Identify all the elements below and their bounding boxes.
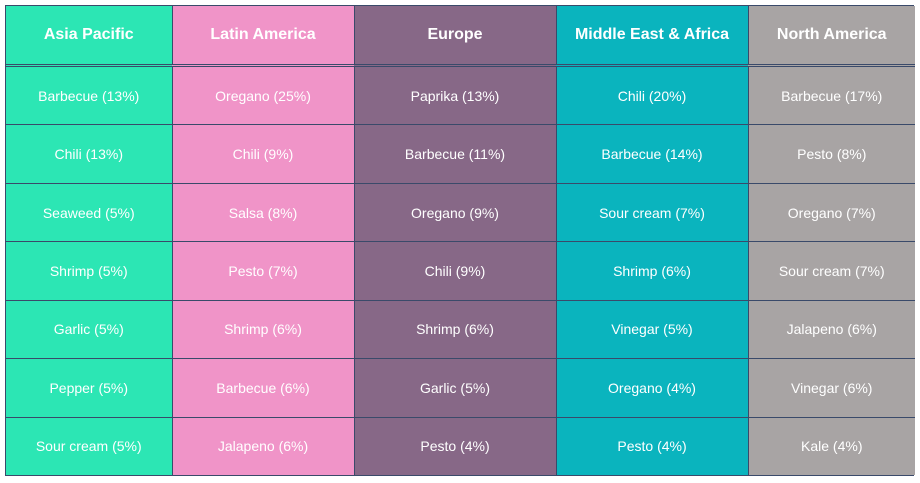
table-cell: Vinegar (5%) xyxy=(556,300,749,360)
column-header: Latin America xyxy=(172,6,355,66)
table-row: Shrimp (5%) Pesto (7%) Chili (9%) Shrimp (6… xyxy=(6,241,915,301)
table-cell: Seaweed (5%) xyxy=(6,183,173,243)
table-cell: Oregano (7%) xyxy=(748,183,915,243)
column-header: Europe xyxy=(354,6,557,66)
flavor-table-container: Asia Pacific Latin America Europe Middle Ea… xyxy=(5,5,915,476)
table-row: Garlic (5%) Shrimp (6%) Shrimp (6%) Vinegar… xyxy=(6,300,915,360)
flavor-table: Asia Pacific Latin America Europe Middle Ea… xyxy=(6,6,915,475)
table-cell: Pesto (8%) xyxy=(748,124,915,184)
column-header: North America xyxy=(748,6,915,66)
table-cell: Shrimp (5%) xyxy=(6,241,173,301)
table-cell: Barbecue (14%) xyxy=(556,124,749,184)
table-cell: Sour cream (5%) xyxy=(6,417,173,475)
table-cell: Sour cream (7%) xyxy=(748,241,915,301)
table-body: Barbecue (13%) Oregano (25%) Paprika (13%)… xyxy=(6,65,915,475)
table-row: Barbecue (13%) Oregano (25%) Paprika (13%)… xyxy=(6,65,915,126)
table-cell: Shrimp (6%) xyxy=(354,300,557,360)
table-cell: Garlic (5%) xyxy=(354,358,557,418)
column-header: Middle East & Africa xyxy=(556,6,749,66)
table-cell: Sour cream (7%) xyxy=(556,183,749,243)
table-cell: Garlic (5%) xyxy=(6,300,173,360)
table-row: Chili (13%) Chili (9%) Barbecue (11%) Barbe… xyxy=(6,124,915,184)
table-row: Sour cream (5%) Jalapeno (6%) Pesto (4%) Pe… xyxy=(6,417,915,475)
table-cell: Shrimp (6%) xyxy=(172,300,355,360)
table-cell: Pesto (4%) xyxy=(556,417,749,475)
header-row: Asia Pacific Latin America Europe Middle Ea… xyxy=(6,6,915,66)
table-cell: Kale (4%) xyxy=(748,417,915,475)
table-cell: Barbecue (13%) xyxy=(6,65,173,126)
table-cell: Chili (13%) xyxy=(6,124,173,184)
table-cell: Jalapeno (6%) xyxy=(172,417,355,475)
table-cell: Chili (20%) xyxy=(556,65,749,126)
table-cell: Salsa (8%) xyxy=(172,183,355,243)
table-cell: Oregano (25%) xyxy=(172,65,355,126)
table-cell: Barbecue (11%) xyxy=(354,124,557,184)
table-cell: Pesto (4%) xyxy=(354,417,557,475)
table-row: Pepper (5%) Barbecue (6%) Garlic (5%) Orega… xyxy=(6,358,915,418)
table-cell: Chili (9%) xyxy=(354,241,557,301)
table-cell: Oregano (9%) xyxy=(354,183,557,243)
table-cell: Pesto (7%) xyxy=(172,241,355,301)
table-cell: Chili (9%) xyxy=(172,124,355,184)
table-cell: Barbecue (17%) xyxy=(748,65,915,126)
table-cell: Pepper (5%) xyxy=(6,358,173,418)
table-cell: Vinegar (6%) xyxy=(748,358,915,418)
table-cell: Paprika (13%) xyxy=(354,65,557,126)
table-cell: Barbecue (6%) xyxy=(172,358,355,418)
table-row: Seaweed (5%) Salsa (8%) Oregano (9%) Sour c… xyxy=(6,183,915,243)
table-cell: Jalapeno (6%) xyxy=(748,300,915,360)
table-cell: Shrimp (6%) xyxy=(556,241,749,301)
table-cell: Oregano (4%) xyxy=(556,358,749,418)
column-header: Asia Pacific xyxy=(6,6,173,66)
